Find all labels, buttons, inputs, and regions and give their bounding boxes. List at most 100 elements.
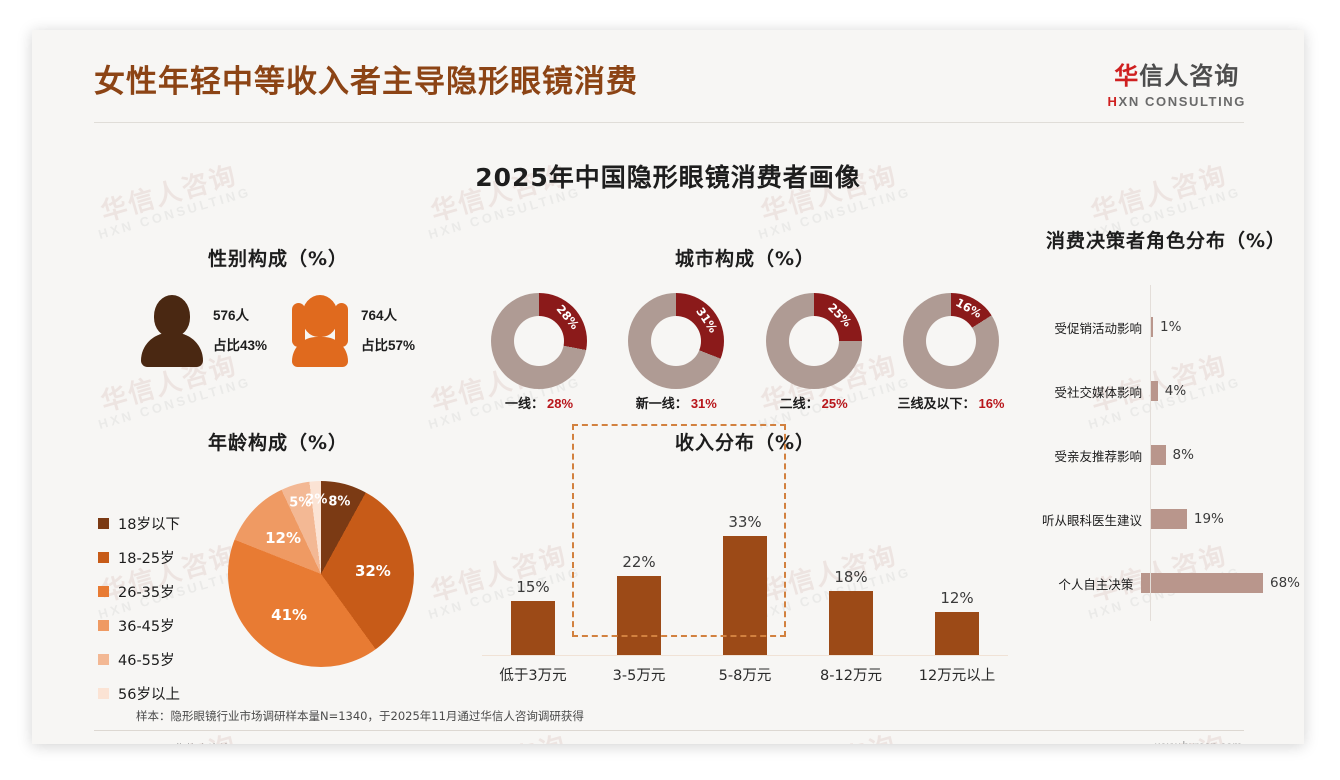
donut-caption: 二线： 25% [751,393,877,412]
legend-swatch [98,620,109,631]
pie-value-label: 5% [289,495,312,511]
age-legend-item: 18岁以下 [98,513,218,534]
legend-swatch [98,552,109,563]
decider-label: 受促销活动影响 [1054,320,1142,336]
legend-label: 18-25岁 [118,551,175,567]
income-bar [511,601,555,656]
donut-caption-label: 一线： [504,396,544,411]
decider-bar [1141,573,1263,593]
decider-label: 受亲友推荐影响 [1054,448,1142,464]
income-bar-item: 15% [487,578,579,656]
age-chart-body: 18岁以下 18-25岁 26-35岁 36-45岁 46-55岁 56岁以上 8% 32%… [98,481,458,717]
decider-label: 受社交媒体影响 [1054,384,1142,400]
copyright-text: ©2026.1 HXR华信人咨询 [94,741,231,744]
gender-share: 占比43% [212,338,267,353]
age-legend-item: 18-25岁 [98,547,218,568]
age-title: 年龄构成（%） [207,432,349,454]
donut-hole [651,316,702,366]
legend-swatch [98,586,109,597]
decider-bar [1150,509,1187,529]
logo-chinese-highlight: 华 [1114,62,1140,90]
gender-count: 764人 [361,307,398,323]
decider-value: 19% [1193,511,1224,527]
slide-header: 女性年轻中等收入者主导隐形眼镜消费 华信人咨询 HXN CONSULTING [32,30,1304,132]
city-donut-item: 28% 一线： 28% [476,293,602,412]
gender-item: 764人 占比57% [289,295,415,367]
decider-value: 4% [1164,383,1187,399]
donut-caption-label: 新一线： [635,396,688,411]
income-bar-item: 18% [805,568,897,656]
income-bar [617,576,661,656]
decider-label: 个人自主决策 [1058,576,1134,592]
pie-value-label: 2% [305,492,328,508]
legend-swatch [98,518,109,529]
income-title: 收入分布（%） [674,432,816,454]
donut-caption-label: 二线： [779,396,819,411]
donut-caption: 新一线： 31% [613,393,739,412]
income-category-label: 低于3万元 [499,668,567,684]
logo-chinese: 华信人咨询 [1108,56,1246,91]
age-legend-item: 36-45岁 [98,615,218,636]
pie-value-label: 41% [271,606,308,625]
slide-card: 华信人咨询 HXN CONSULTING 华信人咨询 HXN CONSULTING 华信… [32,30,1304,744]
donut-caption-value: 25% [821,396,848,411]
donut-hole [925,316,976,366]
donut-hole [514,316,564,366]
donut-chart: 25% [765,293,862,389]
decider-panel: 消费决策者角色分布（%） 受促销活动影响 1% 受社交媒体影响 4% 受亲友推荐影响 8%… [1032,226,1300,621]
donut-caption-value: 31% [690,396,717,411]
donut-caption-value: 16% [978,396,1005,411]
income-panel: 收入分布（%） 15% 22% 33% 18% 12% 低于3万元 3-5万元 5-8万元 8… [472,424,1018,685]
income-bar [829,590,873,656]
age-legend-item: 56岁以上 [98,683,218,704]
website-text: www.hxrcon.com [1155,741,1242,744]
income-bar-item: 33% [699,513,791,656]
city-donut-item: 31% 新一线： 31% [613,293,739,412]
income-bar [935,612,979,656]
legend-label: 26-35岁 [118,585,175,601]
gender-item: 576人 占比43% [140,295,267,367]
donut-caption: 三线及以下： 16% [888,393,1014,412]
income-axis-line [482,655,1008,656]
company-logo: 华信人咨询 HXN CONSULTING [1108,56,1246,109]
city-panel: 城市构成（%） 28% 一线： 28% 31% 新一线： 31% 25% 二线： 25% 16% 三… [472,244,1018,412]
legend-swatch [98,688,109,699]
decider-bar-chart: 受促销活动影响 1% 受社交媒体影响 4% 受亲友推荐影响 8% 听从眼科医生建议 19% 个人… [1032,285,1300,621]
decider-bar-item: 受社交媒体影响 4% [1032,359,1300,423]
decider-title: 消费决策者角色分布（%） [1045,230,1287,252]
legend-label: 56岁以上 [118,687,180,703]
decider-bar-item: 受亲友推荐影响 8% [1032,423,1300,487]
gender-stats: 764人 占比57% [361,301,415,362]
header-divider [94,122,1244,123]
gender-title: 性别构成（%） [207,248,349,270]
income-category-label: 5-8万元 [718,668,772,684]
income-category-label: 12万元以上 [918,668,996,684]
income-bar-value: 12% [940,589,974,608]
city-donut-item: 16% 三线及以下： 16% [888,293,1014,412]
legend-swatch [98,654,109,665]
income-bar-item: 12% [911,589,1003,656]
income-category-label: 8-12万元 [820,668,882,684]
age-legend-item: 46-55岁 [98,649,218,670]
gender-stats: 576人 占比43% [213,301,267,362]
male-silhouette-icon [140,295,203,367]
donut-caption-label: 三线及以下： [897,396,976,411]
page-title: 女性年轻中等收入者主导隐形眼镜消费 [94,64,638,100]
decider-bar-item: 个人自主决策 68% [1032,551,1300,615]
female-silhouette-icon [289,295,351,367]
income-bar-value: 33% [728,513,762,531]
footer-divider [94,730,1244,731]
logo-english: HXN CONSULTING [1108,94,1246,109]
city-title: 城市构成（%） [674,248,816,270]
decider-bar [1150,381,1158,401]
chart-subtitle: 2025年中国隐形眼镜消费者画像 [475,163,861,192]
income-category-labels: 低于3万元 3-5万元 5-8万元 8-12万元 12万元以上 [472,664,1018,685]
age-pie-disc [228,481,414,667]
income-bar-value: 18% [834,567,868,586]
city-donut-group: 28% 一线： 28% 31% 新一线： 31% 25% 二线： 25% 16% 三线及以下： 16% [472,293,1018,412]
age-legend-item: 26-35岁 [98,581,218,602]
decider-bar-item: 听从眼科医生建议 19% [1032,487,1300,551]
gender-figures: 576人 占比43% 764人 占比57% [98,295,458,367]
